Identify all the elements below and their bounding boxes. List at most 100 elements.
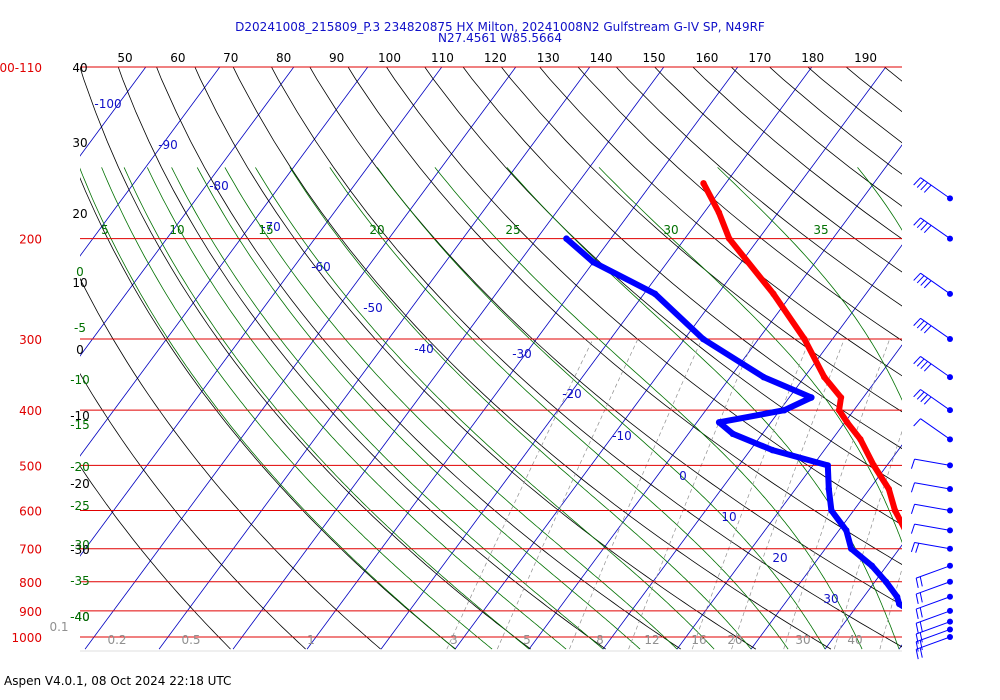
moist-adiabat-left-label: -35 <box>70 574 90 588</box>
dry-adiabat-line <box>80 67 531 650</box>
dewpoint-trace-point <box>729 430 736 437</box>
theta-e-label: 20 <box>369 223 384 237</box>
wind-barb-flag <box>913 356 921 365</box>
moist-adiabat-left-label: 0 <box>76 265 84 279</box>
dewpoint-trace-point <box>769 446 776 454</box>
wind-barb-staff <box>920 356 951 378</box>
mixing-ratio-line <box>446 338 594 650</box>
mixing-ratio-line <box>833 430 902 650</box>
temperature-trace-point <box>715 209 723 216</box>
wind-barb-flag <box>916 391 925 400</box>
wind-barb-flag <box>919 607 923 618</box>
wind-barb-flag <box>920 277 928 286</box>
isotherm-line <box>306 67 739 650</box>
top-axis-label: 100 <box>378 51 401 65</box>
isotherm-line <box>232 67 665 650</box>
moist-adiabat-left-label: -40 <box>70 610 90 624</box>
temperature-trace-point <box>902 527 908 533</box>
mixing-ratio-label: 0.5 <box>181 633 200 647</box>
wind-barb-flag <box>913 418 921 427</box>
isotherm-label: -30 <box>512 347 532 361</box>
dewpoint-trace-point <box>715 419 723 426</box>
isotherm-line <box>158 67 591 650</box>
moist-adiabat-line <box>171 167 604 650</box>
wind-barb-flag <box>910 523 916 534</box>
mixing-ratio-label: 8 <box>596 633 604 647</box>
isotherm-label: 10 <box>721 510 736 524</box>
moist-adiabat-left-label: -10 <box>70 373 90 387</box>
dewpoint-trace-point <box>699 335 707 343</box>
dewpoint-trace-point <box>824 462 831 469</box>
temperature-trace-point <box>821 373 828 381</box>
mixing-ratio-label: 16 <box>691 633 706 647</box>
wind-barb-flag <box>923 325 932 334</box>
height-tick-label: -20 <box>70 477 90 491</box>
isotherm-label: -10 <box>612 429 632 443</box>
wind-barb-staff <box>916 621 951 635</box>
temperature-trace-point <box>857 436 864 443</box>
temperature-trace-point <box>843 419 851 426</box>
dry-adiabat-line <box>80 277 381 650</box>
isotherm-label: 20 <box>772 551 787 565</box>
dewpoint-trace-point <box>868 562 876 569</box>
wind-barb-flag <box>915 623 919 634</box>
mixing-ratio-label: 0.2 <box>107 633 126 647</box>
wind-barb-staff <box>920 177 951 199</box>
wind-barb-flag <box>913 389 921 398</box>
wind-barb-staff <box>916 610 951 624</box>
height-tick-label: 10 <box>72 276 87 290</box>
temperature-trace-point <box>835 407 843 414</box>
dewpoint-trace-point <box>843 527 850 534</box>
dry-adiabat-line <box>80 177 456 650</box>
dry-adiabat-line <box>500 67 902 413</box>
top-axis-label: 170 <box>748 51 771 65</box>
temperature-trace-point <box>770 290 777 297</box>
dewpoint-trace-point <box>563 235 570 242</box>
isotherm-label: -40 <box>414 342 434 356</box>
isotherm-line <box>380 67 813 650</box>
dry-adiabat-line <box>730 67 902 207</box>
wind-barb-flag <box>919 621 923 632</box>
dry-adiabat-line <box>309 67 902 606</box>
top-axis-label: 140 <box>590 51 613 65</box>
top-axis-label: 90 <box>329 51 344 65</box>
wind-barb-flag <box>910 542 916 553</box>
isotherm-label: -20 <box>562 387 582 401</box>
wind-barb-flag <box>916 358 925 367</box>
wind-barb-flag <box>916 220 925 229</box>
mixing-ratio-label: 5 <box>523 633 531 647</box>
height-tick-label: 20 <box>72 207 87 221</box>
top-axis-label: 70 <box>223 51 238 65</box>
pressure-tick-label: 200 <box>19 233 42 247</box>
theta-e-label: 35 <box>813 223 828 237</box>
dewpoint-trace-point <box>590 259 597 266</box>
dry-adiabat-line <box>232 67 832 650</box>
dry-adiabat-line <box>845 67 902 113</box>
wind-barb-flag <box>915 633 919 644</box>
top-axis-label: 110 <box>431 51 454 65</box>
isotherm-label: 0 <box>679 469 687 483</box>
dry-adiabat-line <box>424 67 902 487</box>
wind-barb-flag <box>920 182 928 191</box>
wind-barb-flag <box>913 272 921 281</box>
wind-barb-flag <box>923 225 932 234</box>
wind-barb-staff <box>920 272 951 295</box>
mixing-ratio-label: 40 <box>847 633 862 647</box>
wind-barb-staff <box>914 458 951 466</box>
wind-barb-flag <box>919 576 923 587</box>
mixing-ratio-line <box>940 339 1000 649</box>
isotherm-label: -60 <box>311 260 331 274</box>
temperature-trace-point <box>957 634 963 640</box>
isotherm-line <box>80 67 369 457</box>
label-layer: 100-110200300400500600700800900100040302… <box>0 51 877 647</box>
mixing-ratio-label: 12 <box>644 633 659 647</box>
isotherm-label: -80 <box>209 179 229 193</box>
theta-e-label: 25 <box>505 223 520 237</box>
mixing-ratio-label: 0.1 <box>49 620 68 634</box>
dry-adiabat-line <box>462 67 902 450</box>
wind-barb-flag <box>919 647 923 658</box>
isotherm-line <box>824 544 902 650</box>
dry-adiabat-line <box>347 67 902 565</box>
dry-adiabat-line <box>117 67 606 650</box>
